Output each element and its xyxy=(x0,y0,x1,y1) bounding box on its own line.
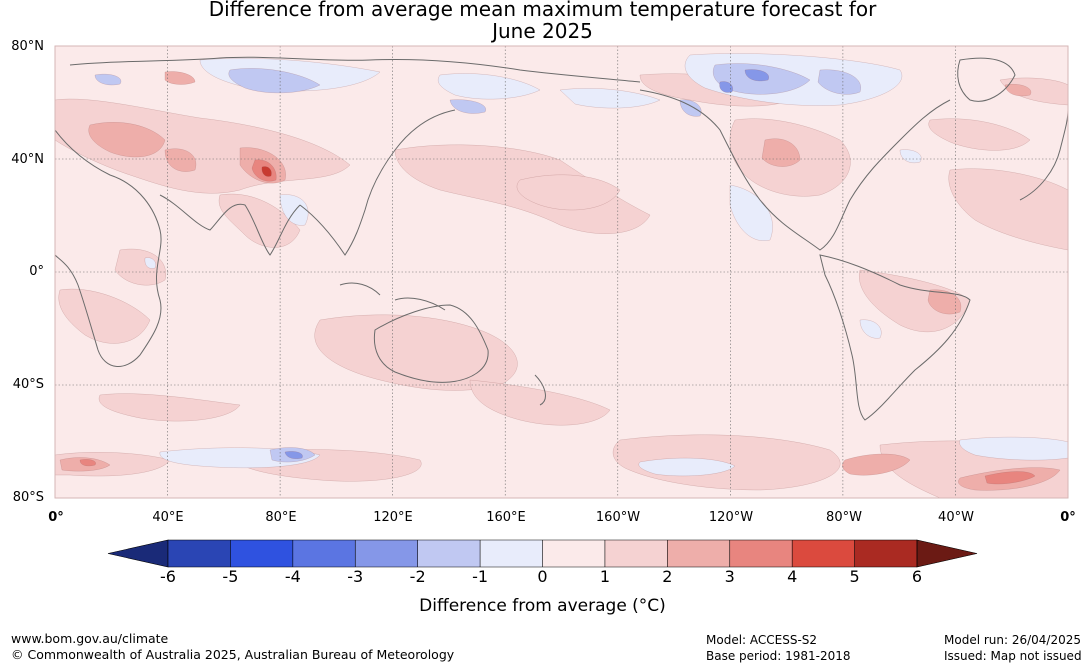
colorbar-tick-label: 1 xyxy=(599,567,610,586)
colorbar xyxy=(107,539,978,568)
footer-issued: Issued: Map not issued xyxy=(944,649,1082,663)
colorbar-tick-label: 3 xyxy=(724,567,735,586)
very-hot-anomaly-areas xyxy=(261,166,272,177)
footer-base-period: Base period: 1981-2018 xyxy=(706,649,851,663)
colorbar-segment xyxy=(480,540,543,567)
colorbar-segment xyxy=(729,540,793,567)
map-frame xyxy=(54,45,1069,499)
cold-anomaly-areas xyxy=(284,69,770,459)
colorbar-segment xyxy=(667,540,730,567)
colorbar-tick-label: -3 xyxy=(347,567,364,586)
lon-label-0-right: 0° xyxy=(1060,510,1076,525)
lon-label-120w: 120°W xyxy=(708,510,754,525)
map-title-line-1: Difference from average mean maximum tem… xyxy=(208,0,877,21)
colorbar-tick-label: 5 xyxy=(849,567,860,586)
colorbar-segment xyxy=(292,540,356,567)
lon-label-160w: 160°W xyxy=(595,510,641,525)
lon-label-120e: 120°E xyxy=(373,510,413,525)
colorbar-segment xyxy=(355,540,418,567)
colorbar-tick-label: -1 xyxy=(472,567,489,586)
colorbar-tick-label: 0 xyxy=(537,567,548,586)
lat-label-80s: 80°S xyxy=(12,490,44,505)
map-title-line-2: June 2025 xyxy=(492,19,593,43)
footer-model-run: Model run: 26/04/2025 xyxy=(944,633,1082,647)
colorbar-over-arrow xyxy=(916,539,978,568)
anomaly-field xyxy=(55,53,1068,498)
colorbar-tick-label: -5 xyxy=(222,567,239,586)
colorbar-tick-label: -2 xyxy=(409,567,426,586)
colorbar-tick-label: 6 xyxy=(911,567,923,586)
footer-website: www.bom.gov.au/climate xyxy=(11,631,169,646)
colorbar-under-arrow xyxy=(107,539,169,568)
lat-label-40s: 40°S xyxy=(12,377,44,392)
colorbar-segment xyxy=(417,540,481,567)
colorbar-segment xyxy=(854,540,917,567)
lon-label-80w: 80°W xyxy=(826,510,862,525)
footer-model: Model: ACCESS-S2 xyxy=(706,633,818,647)
colorbar-segment xyxy=(542,540,605,567)
coastlines xyxy=(55,56,1068,421)
colorbar-segment xyxy=(604,540,668,567)
light-warm-anomaly-areas xyxy=(55,73,1068,498)
colorbar-segment xyxy=(230,540,293,567)
colorbar-tick-label: 4 xyxy=(787,567,798,586)
lat-label-80n: 80°N xyxy=(11,39,44,54)
lat-label-0: 0° xyxy=(29,264,44,279)
lon-label-0-left: 0° xyxy=(48,510,64,525)
hot-anomaly-areas xyxy=(79,159,1036,485)
colorbar-tick-label: 2 xyxy=(662,567,673,586)
colorbar-tick-label: -6 xyxy=(160,567,176,586)
lon-label-160e: 160°E xyxy=(486,510,526,525)
colorbar-segment xyxy=(792,540,855,567)
colorbar-segment xyxy=(168,540,231,567)
lon-label-40e: 40°E xyxy=(152,510,184,525)
footer-copyright: © Commonwealth of Australia 2025, Austra… xyxy=(11,647,455,662)
lat-label-40n: 40°N xyxy=(11,152,44,167)
colorbar-label: Difference from average (°C) xyxy=(419,596,666,616)
colorbar-tick-label: -4 xyxy=(284,567,301,586)
lon-label-40w: 40°W xyxy=(938,510,974,525)
lon-label-80e: 80°E xyxy=(265,510,297,525)
